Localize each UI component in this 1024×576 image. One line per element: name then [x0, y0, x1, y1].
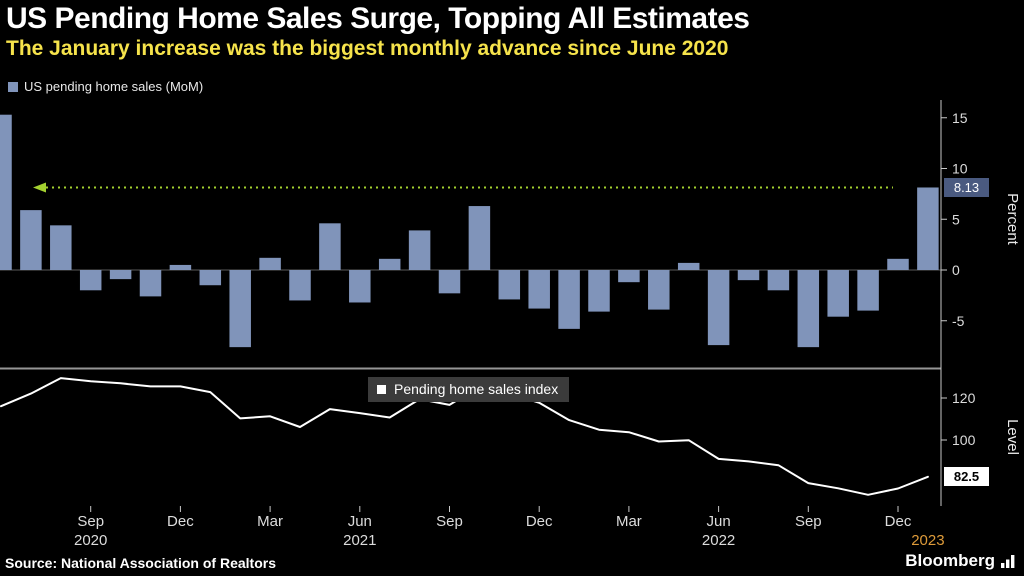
bloomberg-wordmark: Bloomberg	[905, 551, 995, 570]
month-label: Sep	[77, 513, 104, 530]
legend-index-label: Pending home sales index	[394, 381, 559, 397]
month-label: Jun	[348, 513, 372, 530]
bloomberg-logo: Bloomberg	[905, 551, 1016, 571]
mom-bar	[887, 258, 909, 270]
legend-mom-label: US pending home sales (MoM)	[24, 79, 204, 94]
mom-bar	[677, 262, 700, 270]
mom-bar	[408, 230, 431, 270]
mom-bar	[857, 270, 879, 311]
year-label: 2022	[702, 532, 735, 549]
year-label: 2021	[343, 532, 376, 549]
level-tick-label: 120	[952, 390, 976, 406]
mom-bar	[438, 270, 461, 294]
month-label: Mar	[257, 513, 283, 530]
percent-tick-label: -5	[952, 313, 965, 329]
mom-bar	[229, 270, 251, 348]
mom-bar	[767, 270, 790, 291]
month-label: Sep	[795, 513, 822, 530]
mom-bar	[20, 210, 42, 271]
legend-index-swatch	[377, 384, 386, 394]
percent-tick-label: 10	[952, 161, 968, 177]
mom-bar	[797, 270, 820, 348]
mom-bar	[199, 270, 222, 286]
percent-tick-label: 0	[952, 262, 960, 278]
mom-bar	[528, 270, 550, 309]
mom-bar	[169, 264, 192, 271]
mom-bar	[468, 206, 491, 271]
level-axis-title: Level	[1004, 419, 1021, 455]
month-label: Dec	[526, 513, 553, 530]
mom-bar	[319, 223, 341, 270]
mom-bar	[139, 270, 162, 297]
month-label: Mar	[616, 513, 642, 530]
mom-bar	[109, 270, 132, 280]
year-label: 2020	[74, 532, 107, 549]
mom-bar	[618, 270, 640, 283]
page-subtitle: The January increase was the biggest mon…	[6, 37, 729, 60]
page-title: US Pending Home Sales Surge, Topping All…	[6, 2, 750, 35]
mom-bar	[378, 258, 401, 270]
mom-bar	[558, 270, 580, 329]
mom-bar	[917, 187, 939, 270]
level-tick-label: 100	[952, 432, 976, 448]
year-label: 2023	[911, 532, 944, 549]
month-label: Sep	[436, 513, 463, 530]
percent-tick-label: 15	[952, 110, 968, 126]
mom-bar	[737, 270, 760, 281]
legend-mom-swatch	[8, 81, 18, 92]
mom-bar	[349, 270, 371, 303]
bloomberg-bars-icon	[1001, 554, 1015, 568]
mom-bar	[648, 270, 670, 310]
month-label: Dec	[167, 513, 194, 530]
mom-bar	[588, 270, 610, 312]
percent-axis-title: Percent	[1004, 193, 1021, 246]
mom-bar	[289, 270, 311, 301]
mom-bar	[259, 257, 281, 270]
source-note: Source: National Association of Realtors	[5, 555, 276, 571]
mom-value-badge: 8.13	[944, 178, 989, 197]
percent-tick-label: 5	[952, 211, 960, 227]
month-label: Jun	[707, 513, 731, 530]
mom-bar	[79, 270, 102, 291]
legend-index: Pending home sales index	[368, 377, 570, 402]
mom-bar	[827, 270, 849, 317]
mom-bar	[50, 225, 72, 270]
legend-mom: US pending home sales (MoM)	[8, 79, 203, 94]
latest-value-arrow-icon	[33, 182, 46, 193]
mom-bar	[707, 270, 730, 346]
mom-bar	[498, 270, 521, 300]
index-value-badge: 82.5	[944, 467, 989, 486]
mom-bar	[0, 114, 12, 270]
month-label: Dec	[885, 513, 912, 530]
